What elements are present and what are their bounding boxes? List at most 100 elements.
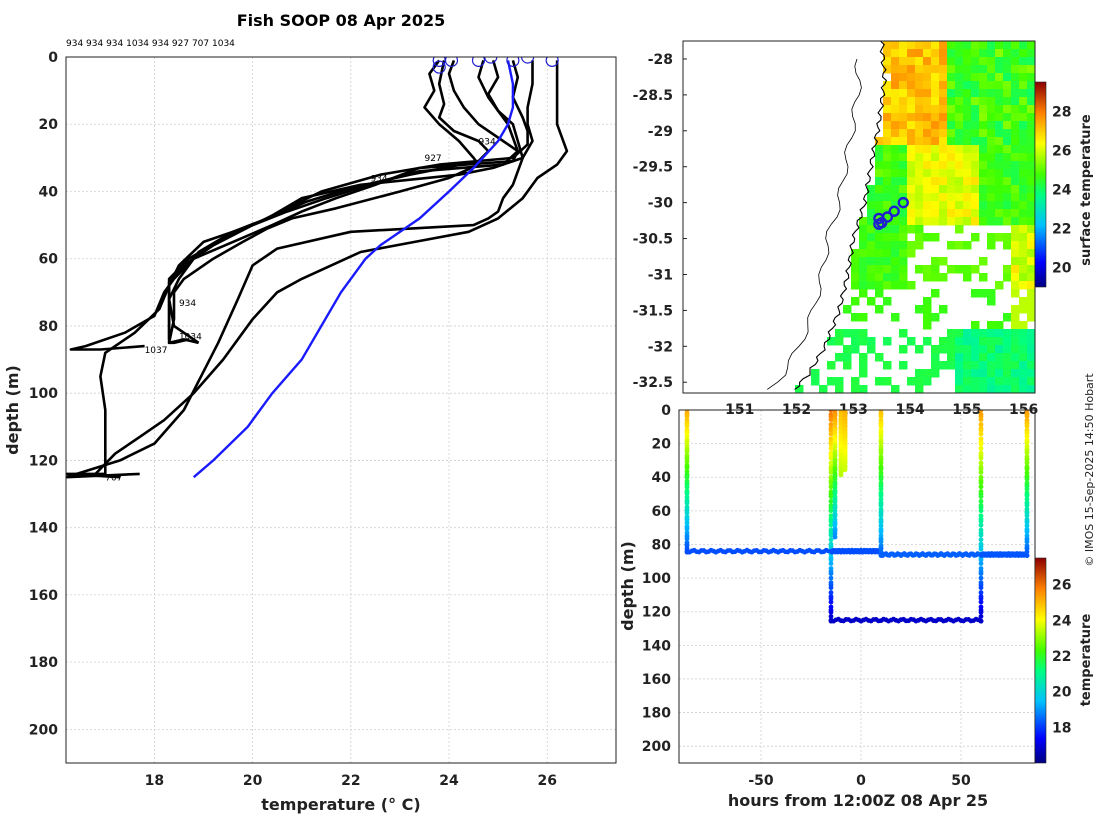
time-depth-point xyxy=(828,417,834,422)
sst-cell xyxy=(899,249,908,258)
sst-cell xyxy=(923,369,932,378)
sst-cell xyxy=(883,113,892,122)
sst-cell xyxy=(883,41,892,50)
sst-cell xyxy=(923,297,932,306)
sst-cell xyxy=(995,217,1004,226)
profile-line-934 xyxy=(167,60,525,340)
sst-cell xyxy=(899,225,908,234)
sst-cell xyxy=(963,377,972,386)
sst-cell xyxy=(939,169,948,178)
lat-tick-label: -32 xyxy=(648,339,673,355)
sst-cell xyxy=(1019,193,1028,202)
sst-cell xyxy=(1027,305,1035,314)
profile-start-marker xyxy=(484,57,498,64)
sst-cell xyxy=(867,273,876,282)
sst-cell xyxy=(883,297,892,306)
sst-cell xyxy=(1019,257,1028,266)
time-depth-point xyxy=(878,486,884,492)
sst-cell xyxy=(979,185,988,194)
lat-tick-label: -28.5 xyxy=(633,88,673,104)
sst-cell xyxy=(923,313,932,322)
time-depth-points xyxy=(684,410,1030,624)
sst-cell xyxy=(1027,177,1035,186)
sst-cell xyxy=(907,145,916,154)
sst-cell xyxy=(1027,313,1035,322)
time-depth-point xyxy=(684,526,690,532)
sst-cell xyxy=(891,145,900,154)
time-depth-point xyxy=(978,561,984,566)
sst-cell xyxy=(899,201,908,210)
sst-cell xyxy=(1003,161,1012,170)
sst-cell xyxy=(907,193,916,202)
time-x-tick-label: 0 xyxy=(856,773,866,789)
sst-cell xyxy=(1027,217,1035,226)
time-depth-point xyxy=(828,585,834,591)
sst-cell xyxy=(915,41,924,50)
profile-y-tick-label: 180 xyxy=(29,655,58,671)
time-depth-colorbar-ticks: 18 20 22 24 26 xyxy=(1052,578,1072,737)
sst-cell xyxy=(851,385,860,393)
sst-cell xyxy=(867,225,876,234)
sst-cell xyxy=(955,49,964,58)
sst-cell xyxy=(955,185,964,194)
sst-cell xyxy=(979,49,988,58)
sst-cell xyxy=(963,337,972,346)
sst-cell xyxy=(1027,129,1035,138)
sst-cell xyxy=(891,209,900,218)
sst-cell xyxy=(875,201,884,210)
sst-cell xyxy=(1003,113,1012,122)
sst-cell xyxy=(891,97,900,106)
sst-cell xyxy=(1019,249,1028,258)
sst-cell xyxy=(939,185,948,194)
sst-cell xyxy=(891,233,900,242)
sst-cell xyxy=(963,137,972,146)
sst-cell xyxy=(891,113,900,122)
sst-cell xyxy=(1027,121,1035,130)
time-depth-point xyxy=(1024,496,1030,502)
sst-cell xyxy=(963,369,972,378)
time-depth-point xyxy=(828,494,834,499)
sst-cell xyxy=(1019,329,1028,338)
time-depth-point xyxy=(838,472,844,478)
sst-cell xyxy=(899,345,908,354)
sst-cell xyxy=(987,113,996,122)
time-depth-point xyxy=(978,410,984,413)
sst-cell xyxy=(1011,129,1020,138)
sst-cell xyxy=(1003,65,1012,74)
sst-cell xyxy=(859,265,868,274)
sst-cell xyxy=(883,249,892,258)
sst-cell xyxy=(875,217,884,226)
time-depth-point xyxy=(978,590,984,595)
sst-cell xyxy=(1019,377,1028,386)
sst-cell xyxy=(939,73,948,82)
sst-cell xyxy=(947,105,956,114)
sst-cell xyxy=(899,57,908,66)
sst-cell xyxy=(1019,337,1028,346)
sst-cell xyxy=(899,177,908,186)
sst-cell xyxy=(1027,377,1035,386)
station-marker xyxy=(873,212,885,225)
sst-cell xyxy=(1011,113,1020,122)
sst-cell xyxy=(1003,337,1012,346)
sst-cell xyxy=(971,137,980,146)
time-depth-point xyxy=(828,613,834,619)
profile-y-tick-label: 140 xyxy=(29,521,58,537)
sst-cell xyxy=(899,265,908,274)
sst-cell xyxy=(1003,265,1012,274)
sst-cell xyxy=(947,345,956,354)
time-depth-point xyxy=(878,493,884,499)
sst-cell xyxy=(955,137,964,146)
sst-cell xyxy=(875,257,884,266)
sst-cell xyxy=(947,121,956,130)
sst-cell xyxy=(987,345,996,354)
sst-cell xyxy=(875,377,884,386)
time-depth-point xyxy=(832,459,838,464)
sst-cell xyxy=(987,369,996,378)
sst-cell xyxy=(995,353,1004,362)
sst-cell xyxy=(835,385,844,393)
sst-cell xyxy=(963,89,972,98)
sst-cell xyxy=(899,361,908,370)
sst-cell xyxy=(1003,361,1012,370)
time-depth-point xyxy=(828,522,834,528)
sst-cell xyxy=(1003,73,1012,82)
